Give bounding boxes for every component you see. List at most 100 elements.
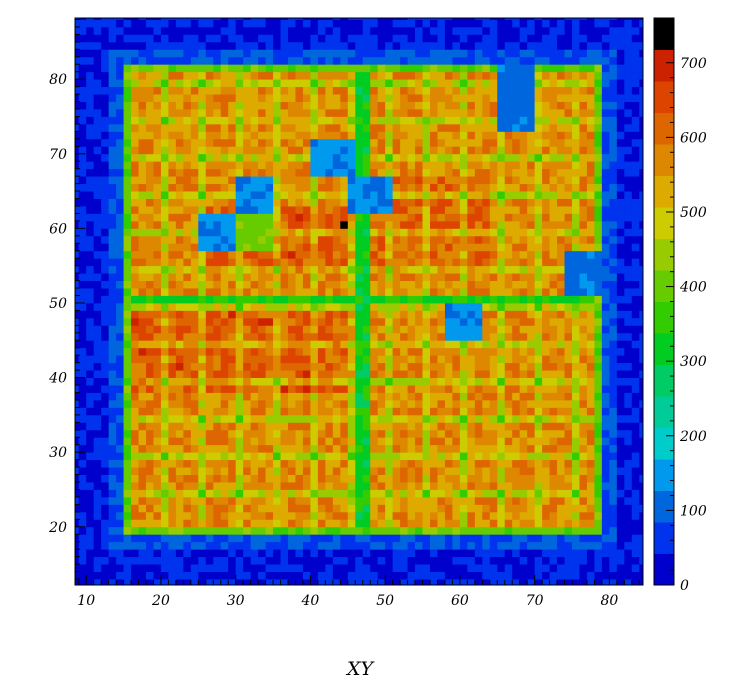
heatmap-cell bbox=[160, 571, 169, 580]
heatmap-cell bbox=[467, 317, 476, 326]
heatmap-cell bbox=[422, 94, 431, 102]
heatmap-cell bbox=[489, 564, 498, 572]
heatmap-cell bbox=[542, 243, 550, 252]
heatmap-cell bbox=[482, 94, 491, 102]
heatmap-cell bbox=[347, 302, 356, 311]
heatmap-cell bbox=[519, 504, 528, 513]
heatmap-cell bbox=[362, 146, 371, 155]
heatmap-cell bbox=[93, 168, 102, 177]
heatmap-cell bbox=[467, 206, 476, 214]
heatmap-cell bbox=[86, 131, 95, 140]
heatmap-cell bbox=[370, 377, 379, 386]
heatmap-cell bbox=[534, 482, 543, 490]
heatmap-cell bbox=[78, 116, 87, 125]
heatmap-cell bbox=[258, 579, 266, 586]
heatmap-cell bbox=[198, 362, 207, 371]
heatmap-cell bbox=[422, 49, 431, 58]
heatmap-cell bbox=[497, 153, 506, 162]
heatmap-cell bbox=[377, 41, 386, 50]
heatmap-cell bbox=[332, 564, 341, 572]
heatmap-cell bbox=[273, 541, 281, 550]
heatmap-cell bbox=[175, 41, 184, 50]
heatmap-cell bbox=[116, 392, 124, 401]
heatmap-cell bbox=[497, 19, 506, 28]
heatmap-cell bbox=[243, 64, 252, 73]
heatmap-cell bbox=[332, 534, 341, 543]
heatmap-cell bbox=[78, 407, 87, 416]
heatmap-cell bbox=[168, 489, 177, 498]
heatmap-cell bbox=[131, 265, 139, 274]
heatmap-cell bbox=[392, 138, 401, 147]
heatmap-cell bbox=[288, 265, 296, 274]
heatmap-cell bbox=[108, 422, 117, 431]
heatmap-cell bbox=[422, 519, 431, 528]
heatmap-cell bbox=[190, 571, 199, 580]
heatmap-cell bbox=[138, 459, 147, 468]
heatmap-cell bbox=[467, 109, 476, 117]
heatmap-cell bbox=[138, 235, 147, 244]
heatmap-cell bbox=[415, 26, 423, 35]
heatmap-cell bbox=[407, 116, 416, 125]
heatmap-cell bbox=[168, 18, 177, 20]
heatmap-cell bbox=[444, 146, 453, 155]
heatmap-cell bbox=[250, 496, 259, 505]
heatmap-cell bbox=[168, 206, 177, 214]
heatmap-cell bbox=[131, 176, 139, 185]
heatmap-cell bbox=[400, 116, 408, 125]
heatmap-cell bbox=[131, 407, 139, 416]
heatmap-cell bbox=[153, 86, 162, 95]
heatmap-cell bbox=[273, 467, 281, 475]
heatmap-cell bbox=[549, 302, 558, 311]
heatmap-cell bbox=[400, 86, 408, 95]
heatmap-cell bbox=[549, 541, 558, 550]
heatmap-cell bbox=[75, 183, 80, 192]
heatmap-cell bbox=[131, 191, 139, 199]
heatmap-cell bbox=[452, 18, 461, 20]
heatmap-cell bbox=[549, 385, 558, 393]
heatmap-cell bbox=[325, 571, 334, 580]
heatmap-cell bbox=[280, 56, 289, 65]
heatmap-cell bbox=[444, 198, 453, 207]
heatmap-cell bbox=[198, 385, 207, 393]
heatmap-cell bbox=[131, 49, 139, 58]
heatmap-cell bbox=[370, 362, 379, 371]
heatmap-cell bbox=[474, 18, 483, 20]
heatmap-cell bbox=[430, 362, 438, 371]
heatmap-cell bbox=[497, 467, 506, 475]
heatmap-cell bbox=[422, 146, 431, 155]
heatmap-cell bbox=[407, 250, 416, 259]
heatmap-cell bbox=[549, 94, 558, 102]
heatmap-cell bbox=[534, 422, 543, 431]
heatmap-cell bbox=[93, 71, 102, 80]
heatmap-cell bbox=[355, 213, 364, 222]
heatmap-cell bbox=[116, 49, 124, 58]
heatmap-cell bbox=[392, 444, 401, 453]
heatmap-cell bbox=[474, 258, 483, 267]
heatmap-cell bbox=[400, 302, 408, 311]
heatmap-cell bbox=[168, 295, 177, 304]
heatmap-cell bbox=[415, 49, 423, 58]
heatmap-cell bbox=[138, 571, 147, 580]
heatmap-cell bbox=[168, 250, 177, 259]
heatmap-cell bbox=[93, 459, 102, 468]
heatmap-cell bbox=[512, 579, 521, 586]
heatmap-cell bbox=[459, 41, 468, 50]
heatmap-cell bbox=[101, 564, 110, 572]
heatmap-cell bbox=[534, 534, 543, 543]
heatmap-cell bbox=[310, 564, 319, 572]
heatmap-cell bbox=[205, 138, 214, 147]
heatmap-cell bbox=[527, 340, 536, 349]
heatmap-cell bbox=[325, 235, 334, 244]
heatmap-cell bbox=[407, 176, 416, 185]
heatmap-cell bbox=[407, 213, 416, 222]
heatmap-cell bbox=[392, 302, 401, 311]
heatmap-cell bbox=[243, 243, 252, 252]
heatmap-cell bbox=[235, 511, 244, 520]
heatmap-cell bbox=[153, 370, 162, 378]
heatmap-cell bbox=[108, 452, 117, 461]
heatmap-cell bbox=[340, 496, 349, 505]
heatmap-cell bbox=[160, 220, 169, 229]
heatmap-cell bbox=[459, 429, 468, 438]
heatmap-cell bbox=[392, 235, 401, 244]
heatmap-cell bbox=[168, 258, 177, 267]
